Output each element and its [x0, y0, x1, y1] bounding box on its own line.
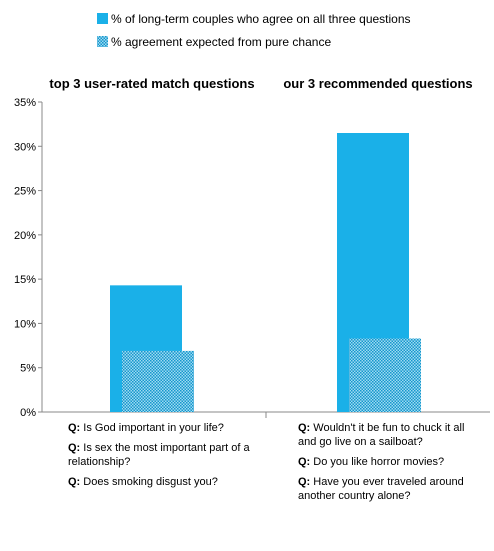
y-tick-label: 5%	[20, 363, 36, 375]
group-title-2: our 3 recommended questions	[283, 76, 472, 91]
legend-label-series-1: % of long-term couples who agree on all …	[111, 12, 411, 26]
question-prefix: Q:	[298, 476, 311, 488]
bar-chance-group-1	[122, 350, 194, 412]
y-tick-label: 25%	[14, 186, 36, 198]
question-item: Q: Is God important in your life?	[68, 421, 258, 435]
question-prefix: Q:	[68, 476, 81, 488]
match-questions-chart: % of long-term couples who agree on all …	[14, 12, 490, 419]
legend-swatch-series-1	[97, 13, 108, 24]
question-text: Have you ever traveled around another co…	[298, 476, 464, 502]
question-item: Q: Is sex the most important part of a r…	[68, 441, 258, 469]
question-list-group-1: Q: Is God important in your life? Q: Is …	[68, 421, 258, 495]
y-ticks: 0% 5% 10% 15% 20% 25% 30% 35%	[14, 97, 42, 419]
question-prefix: Q:	[298, 422, 311, 434]
group-title-1: top 3 user-rated match questions	[49, 76, 254, 91]
question-prefix: Q:	[68, 422, 81, 434]
question-item: Q: Does smoking disgust you?	[68, 475, 258, 489]
question-list-group-2: Q: Wouldn't it be fun to chuck it all an…	[298, 421, 478, 509]
question-text: Does smoking disgust you?	[83, 476, 218, 488]
question-text: Is sex the most important part of a rela…	[68, 442, 250, 468]
question-prefix: Q:	[298, 456, 311, 468]
y-tick-label: 20%	[14, 230, 36, 242]
y-tick-label: 0%	[20, 407, 36, 419]
question-item: Q: Do you like horror movies?	[298, 455, 478, 469]
question-prefix: Q:	[68, 442, 81, 454]
question-text: Do you like horror movies?	[313, 456, 445, 468]
question-text: Wouldn't it be fun to chuck it all and g…	[298, 422, 465, 448]
y-tick-label: 35%	[14, 97, 36, 109]
question-text: Is God important in your life?	[83, 422, 224, 434]
y-tick-label: 10%	[14, 318, 36, 330]
question-item: Q: Have you ever traveled around another…	[298, 475, 478, 503]
legend-swatch-series-2	[97, 36, 108, 47]
legend-label-series-2: % agreement expected from pure chance	[111, 35, 331, 49]
y-tick-label: 15%	[14, 274, 36, 286]
y-tick-label: 30%	[14, 141, 36, 153]
question-item: Q: Wouldn't it be fun to chuck it all an…	[298, 421, 478, 449]
legend: % of long-term couples who agree on all …	[97, 12, 411, 49]
bar-chance-group-2	[349, 338, 421, 412]
